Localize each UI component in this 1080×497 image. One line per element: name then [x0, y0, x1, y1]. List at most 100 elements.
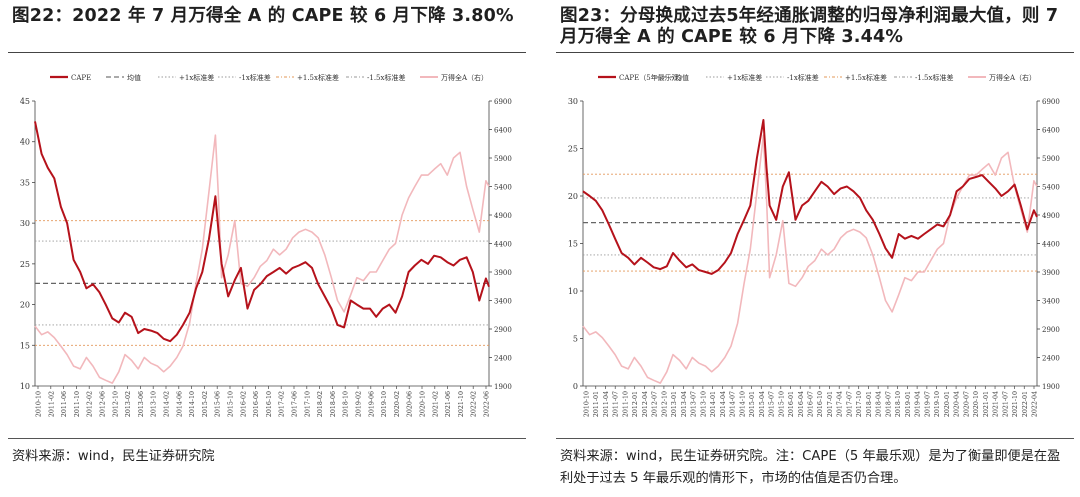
fig23-y-right-tick-label: 5400 [1042, 184, 1060, 192]
fig22-x-tick-label: 2013-10 [151, 391, 158, 417]
fig23-legend-label: CAPE（5年最乐观） [619, 73, 686, 82]
figure-23-title: 图23：分母换成过去5年经通胀调整的归母净利润最大值，则 7 月万得全 A 的 … [560, 6, 1059, 47]
fig23-x-tick-label: 2021-07 [1002, 391, 1009, 417]
fig23-x-tick-label: 2011-04 [603, 391, 610, 417]
fig23-x-tick-label: 2018-04 [876, 391, 883, 417]
fig23-y-left-tick-label: 0 [573, 382, 578, 391]
fig22-x-tick-label: 2020-10 [420, 391, 427, 417]
fig22-y-left-tick-label: 30 [20, 219, 30, 228]
fig22-x-tick-label: 2020-06 [407, 391, 414, 417]
fig22-y-right-tick-label: 5400 [494, 184, 512, 192]
fig22-x-tick-label: 2018-10 [343, 391, 350, 417]
fig22-x-tick-label: 2014-02 [164, 391, 171, 417]
fig22-x-tick-label: 2015-06 [215, 391, 222, 417]
fig23-legend-label: 万得全A（右） [989, 73, 1036, 82]
figure-23-panel: 图23：分母换成过去5年经通胀调整的归母净利润最大值，则 7 月万得全 A 的 … [556, 0, 1076, 497]
fig23-x-tick-label: 2020-07 [963, 391, 970, 417]
figure-23-chart-svg: CAPE（5年最乐观）均值 +1x标准差 -1x标准差 +1.5x标准差 -1.5x标准… [568, 73, 1060, 417]
fig22-y-right-tick-label: 4900 [494, 212, 512, 220]
fig22-cape-line [34, 121, 490, 343]
fig22-y-left-tick-label: 25 [20, 260, 30, 269]
fig23-y-left-tick-label: 25 [568, 145, 578, 154]
fig23-y-right-tick-label: 5900 [1042, 155, 1060, 163]
fig23-y-right-tick-label: 6400 [1042, 127, 1060, 135]
fig22-y-left-tick-label: 10 [20, 382, 30, 391]
fig23-x-tick-label: 2013-01 [671, 391, 678, 417]
fig22-x-tick-label: 2022-02 [471, 391, 478, 417]
figure-22-title: 图22：2022 年 7 月万得全 A 的 CAPE 较 6 月下降 3.80% [12, 6, 514, 26]
fig23-x-tick-label: 2017-10 [856, 391, 863, 417]
fig23-x-tick-label: 2017-01 [827, 391, 834, 417]
fig22-x-tick-label: 2020-02 [394, 391, 401, 417]
fig23-y-right-tick-label: 2400 [1042, 355, 1060, 363]
fig23-x-tick-label: 2019-01 [905, 391, 912, 417]
fig22-y-left-tick-label: 20 [20, 301, 30, 310]
fig23-x-tick-label: 2015-10 [778, 391, 785, 417]
fig23-x-tick-label: 2014-01 [710, 391, 717, 417]
fig22-x-tick-label: 2014-06 [176, 391, 183, 417]
fig22-y-right-tick-label: 6400 [494, 127, 512, 135]
fig23-x-tick-label: 2020-10 [973, 391, 980, 417]
fig23-x-tick-label: 2021-04 [993, 391, 1000, 417]
fig23-x-tick-label: 2013-04 [681, 391, 688, 417]
fig22-x-tick-label: 2019-02 [356, 391, 363, 417]
fig23-x-tick-label: 2016-04 [798, 391, 805, 417]
fig22-legend-label: -1.5x标准差 [367, 73, 405, 82]
fig23-y-right-tick-label: 3400 [1042, 298, 1060, 306]
fig23-x-tick-label: 2012-04 [642, 391, 649, 417]
fig23-x-tick-label: 2016-01 [788, 391, 795, 417]
fig23-y-right-tick-label: 2900 [1042, 326, 1060, 334]
fig23-y-right-tick-label: 4400 [1042, 241, 1060, 249]
fig22-legend-label: +1x标准差 [179, 73, 214, 82]
figure-22-chart-svg: CAPE 均值 +1x标准差 -1x标准差 +1.5x标准差 -1.5x标准差 万得全A（右… [20, 73, 512, 417]
fig22-x-tick-label: 2015-02 [202, 391, 209, 417]
fig23-x-tick-label: 2014-04 [720, 391, 727, 417]
fig22-y-right-tick-label: 1900 [494, 383, 512, 391]
figure-23-top-rule [556, 52, 1074, 53]
fig23-x-tick-label: 2017-04 [837, 391, 844, 417]
figure-22-panel: 图22：2022 年 7 月万得全 A 的 CAPE 较 6 月下降 3.80%… [8, 0, 528, 497]
fig23-x-tick-label: 2010-10 [584, 391, 591, 417]
fig22-x-tick-label: 2018-02 [317, 391, 324, 417]
fig22-x-tick-label: 2019-10 [381, 391, 388, 417]
fig23-x-tick-label: 2013-10 [700, 391, 707, 417]
fig23-x-tick-label: 2020-04 [954, 391, 961, 417]
fig22-x-tick-label: 2022-06 [484, 391, 491, 417]
fig23-y-right-tick-label: 6900 [1042, 98, 1060, 106]
fig22-wind-a-index-line [34, 134, 490, 384]
fig23-x-tick-label: 2012-10 [661, 391, 668, 417]
fig23-x-tick-label: 2021-10 [1012, 391, 1019, 417]
fig22-x-tick-label: 2011-06 [61, 391, 68, 417]
fig23-x-tick-label: 2018-07 [885, 391, 892, 417]
fig23-x-tick-label: 2021-01 [983, 391, 990, 417]
fig23-legend-label: +1x标准差 [727, 73, 762, 82]
figure-23-chart: CAPE（5年最乐观） 均值 +1x标准差 -1x标准差 +1.5x标准差 -1.5x标准… [556, 56, 1074, 436]
fig23-y-left-tick-label: 10 [568, 287, 578, 296]
figure-23-bottom-rule [556, 438, 1074, 439]
fig22-x-tick-label: 2021-02 [432, 391, 439, 417]
fig22-y-left-tick-label: 35 [20, 178, 30, 187]
fig23-x-tick-label: 2016-07 [808, 391, 815, 417]
fig22-legend-label: 均值 [127, 73, 141, 82]
fig22-legend-label: -1x标准差 [239, 73, 271, 82]
fig23-y-left-tick-label: 5 [573, 335, 578, 344]
fig22-y-right-tick-label: 3400 [494, 298, 512, 306]
fig22-x-tick-label: 2017-10 [304, 391, 311, 417]
fig23-x-tick-label: 2014-10 [739, 391, 746, 417]
fig23-legend-label: -1x标准差 [787, 73, 819, 82]
fig23-x-tick-label: 2013-07 [691, 391, 698, 417]
fig22-legend-label: +1.5x标准差 [297, 73, 339, 82]
fig23-y-left-tick-label: 15 [568, 240, 578, 249]
fig23-x-tick-label: 2019-10 [934, 391, 941, 417]
fig22-y-right-tick-label: 6900 [494, 98, 512, 106]
fig22-y-right-tick-label: 2400 [494, 355, 512, 363]
figure-22-top-rule [8, 52, 526, 53]
fig23-y-left-tick-label: 20 [568, 192, 578, 201]
fig22-x-tick-label: 2016-02 [240, 391, 247, 417]
fig22-x-tick-label: 2011-10 [74, 391, 81, 417]
fig22-y-right-tick-label: 3900 [494, 269, 512, 277]
fig22-x-tick-label: 2013-02 [125, 391, 132, 417]
fig23-y-right-tick-label: 3900 [1042, 269, 1060, 277]
fig22-y-right-tick-label: 4400 [494, 241, 512, 249]
fig23-x-tick-label: 2015-07 [769, 391, 776, 417]
